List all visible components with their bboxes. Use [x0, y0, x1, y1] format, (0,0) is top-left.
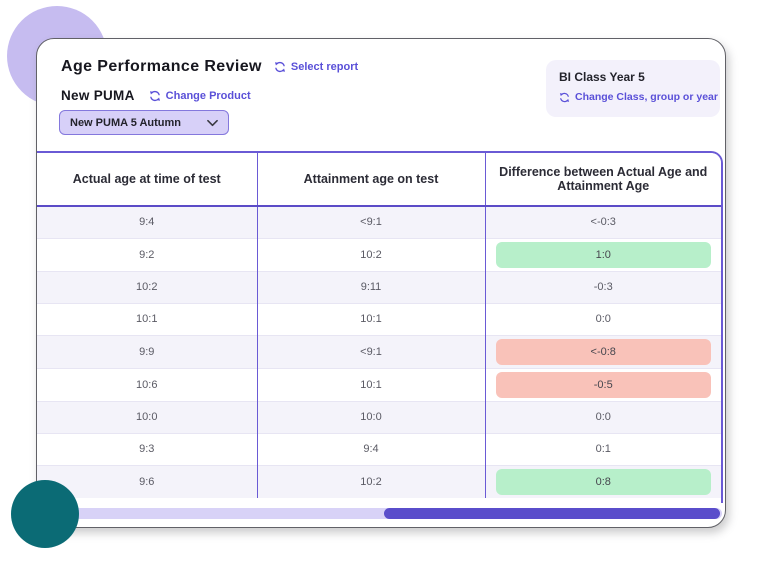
refresh-icon [274, 61, 286, 73]
red-highlight-pill: -0:5 [495, 371, 711, 398]
horizontal-scrollbar-track[interactable] [45, 508, 722, 519]
product-version-dropdown-value: New PUMA 5 Autumn [70, 116, 182, 129]
select-report-button[interactable]: Select report [274, 61, 358, 73]
class-name: BI Class Year 5 [559, 70, 645, 84]
actual-age-cell: 10:6 [37, 367, 257, 401]
table-row: 10:1 10:1 0:0 [37, 302, 721, 335]
change-product-label: Change Product [165, 89, 251, 102]
green-highlight-pill: 0:8 [495, 468, 711, 495]
attainment-age-cell: 10:2 [256, 237, 485, 271]
attainment-age-cell: 10:2 [256, 464, 485, 498]
report-card: Age Performance Review Select report Ne [36, 38, 726, 528]
attainment-age-cell: <9:1 [256, 334, 485, 368]
table-row: 9:6 10:2 0:8 [37, 464, 721, 498]
select-report-label: Select report [290, 61, 359, 73]
table-header-row: Actual age at time of test Attainment age… [37, 153, 721, 207]
column-header: Actual age at time of test [37, 153, 257, 207]
attainment-age-cell: 10:1 [256, 302, 485, 335]
decorative-circle-teal [11, 480, 79, 548]
table-viewport[interactable]: Actual age at time of test Attainment age… [37, 151, 723, 503]
actual-age-cell: 9:2 [37, 237, 257, 271]
refresh-icon [559, 92, 570, 103]
table-row: 9:9 <9:1 <-0:8 [37, 334, 721, 368]
table-row: 10:6 10:1 -0:5 [37, 367, 721, 401]
table-row: 9:4 <9:1 <-0:3 [37, 206, 721, 238]
chevron-down-icon [207, 119, 218, 127]
attainment-age-cell: 10:1 [256, 367, 485, 401]
attainment-age-cell: <9:1 [256, 206, 485, 238]
age-performance-table: Actual age at time of test Attainment age… [37, 153, 721, 498]
table-row: 10:2 9:11 -0:3 [37, 270, 721, 303]
actual-age-cell: 9:6 [37, 464, 257, 498]
column-header: Attainment age on test [256, 153, 485, 207]
change-class-button[interactable]: Change Class, group or year [559, 91, 718, 103]
difference-cell: <-0:8 [484, 334, 721, 368]
difference-cell: 1:0 [484, 237, 721, 271]
attainment-age-cell: 10:0 [256, 400, 485, 433]
actual-age-cell: 9:4 [37, 206, 257, 238]
table-body: 9:4 <9:1 <-0:3 9:2 10:2 1:0 10:2 9:11 -0:3 10:1 10… [37, 206, 721, 498]
change-product-button[interactable]: Change Product [149, 90, 251, 102]
difference-cell: 0:8 [484, 464, 721, 498]
actual-age-cell: 9:3 [37, 432, 257, 465]
column-header: Difference between Actual Age and Attain… [484, 153, 721, 207]
red-highlight-pill: <-0:8 [495, 338, 711, 365]
horizontal-scrollbar-thumb[interactable] [384, 508, 720, 519]
table-row: 9:3 9:4 0:1 [37, 432, 721, 465]
actual-age-cell: 10:1 [37, 302, 257, 335]
difference-cell: 0:0 [484, 302, 721, 335]
attainment-age-cell: 9:11 [256, 270, 485, 303]
green-highlight-pill: 1:0 [495, 241, 711, 268]
actual-age-cell: 10:0 [37, 400, 257, 433]
product-version-dropdown[interactable]: New PUMA 5 Autumn [59, 110, 229, 135]
table-row: 10:0 10:0 0:0 [37, 400, 721, 433]
product-name: New PUMA [61, 88, 135, 103]
difference-cell: -0:3 [484, 270, 721, 303]
difference-cell: -0:5 [484, 367, 721, 401]
difference-cell: 0:1 [484, 432, 721, 465]
page-title: Age Performance Review [61, 58, 262, 75]
refresh-icon [149, 90, 161, 102]
attainment-age-cell: 9:4 [256, 432, 485, 465]
difference-cell: 0:0 [484, 400, 721, 433]
title-row: Age Performance Review Select report [61, 58, 358, 76]
table-row: 9:2 10:2 1:0 [37, 237, 721, 271]
actual-age-cell: 9:9 [37, 334, 257, 368]
product-row: New PUMA Change Product [61, 88, 251, 103]
class-info-box: BI Class Year 5 Change Class, group or y… [546, 60, 720, 117]
change-class-label: Change Class, group or year [575, 91, 718, 103]
actual-age-cell: 10:2 [37, 270, 257, 303]
difference-cell: <-0:3 [484, 206, 721, 238]
